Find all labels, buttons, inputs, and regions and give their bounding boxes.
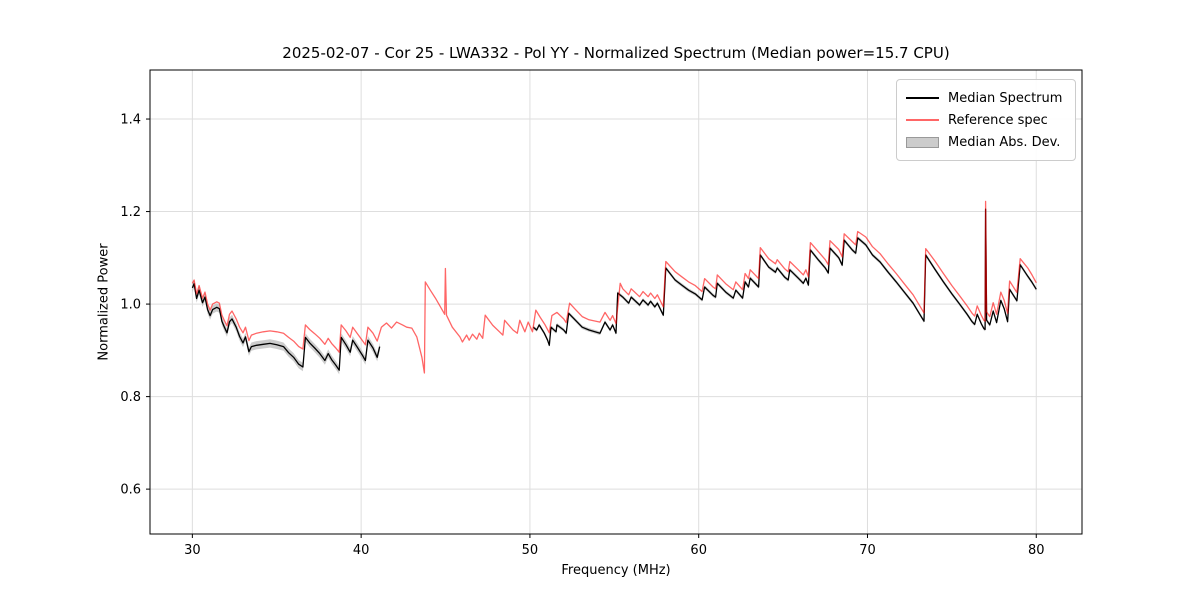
- median-abs-dev-patch-icon: [906, 136, 939, 148]
- y-tick-label: 0.6: [120, 483, 141, 498]
- y-tick-label: 1.0: [120, 298, 141, 313]
- x-tick-label: 40: [353, 543, 370, 558]
- x-tick-label: 50: [522, 543, 539, 558]
- x-axis-label: Frequency (MHz): [561, 563, 671, 578]
- x-tick-label: 30: [184, 543, 201, 558]
- chart-title: 2025-02-07 - Cor 25 - LWA332 - Pol YY - …: [282, 44, 950, 62]
- legend-label: Median Spectrum: [948, 90, 1063, 106]
- median-abs-dev-band: [192, 279, 380, 375]
- y-tick-label: 1.4: [120, 113, 141, 128]
- median-spectrum-line: [532, 208, 1037, 346]
- x-tick-label: 80: [1028, 543, 1045, 558]
- legend-item-median-spectrum: Median Spectrum: [906, 87, 1065, 109]
- y-tick-label: 0.8: [120, 390, 141, 405]
- legend-label: Median Abs. Dev.: [948, 134, 1061, 150]
- reference-spec-line: [191, 200, 1037, 374]
- median-spectrum-line: [191, 283, 381, 371]
- y-tick-label: 1.2: [120, 205, 141, 220]
- reference-spec-line-icon: [906, 119, 939, 121]
- median-spectrum-line-icon: [906, 97, 939, 99]
- plot-frame: [149, 69, 1083, 535]
- legend-label: Reference spec: [948, 112, 1048, 128]
- legend-item-median-abs-dev: Median Abs. Dev.: [906, 131, 1065, 153]
- legend-item-reference-spec: Reference spec: [906, 109, 1065, 131]
- x-tick-label: 70: [859, 543, 876, 558]
- legend: Median Spectrum Reference spec Median Ab…: [896, 79, 1076, 161]
- x-tick-label: 60: [690, 543, 707, 558]
- y-axis-label: Normalized Power: [96, 243, 112, 361]
